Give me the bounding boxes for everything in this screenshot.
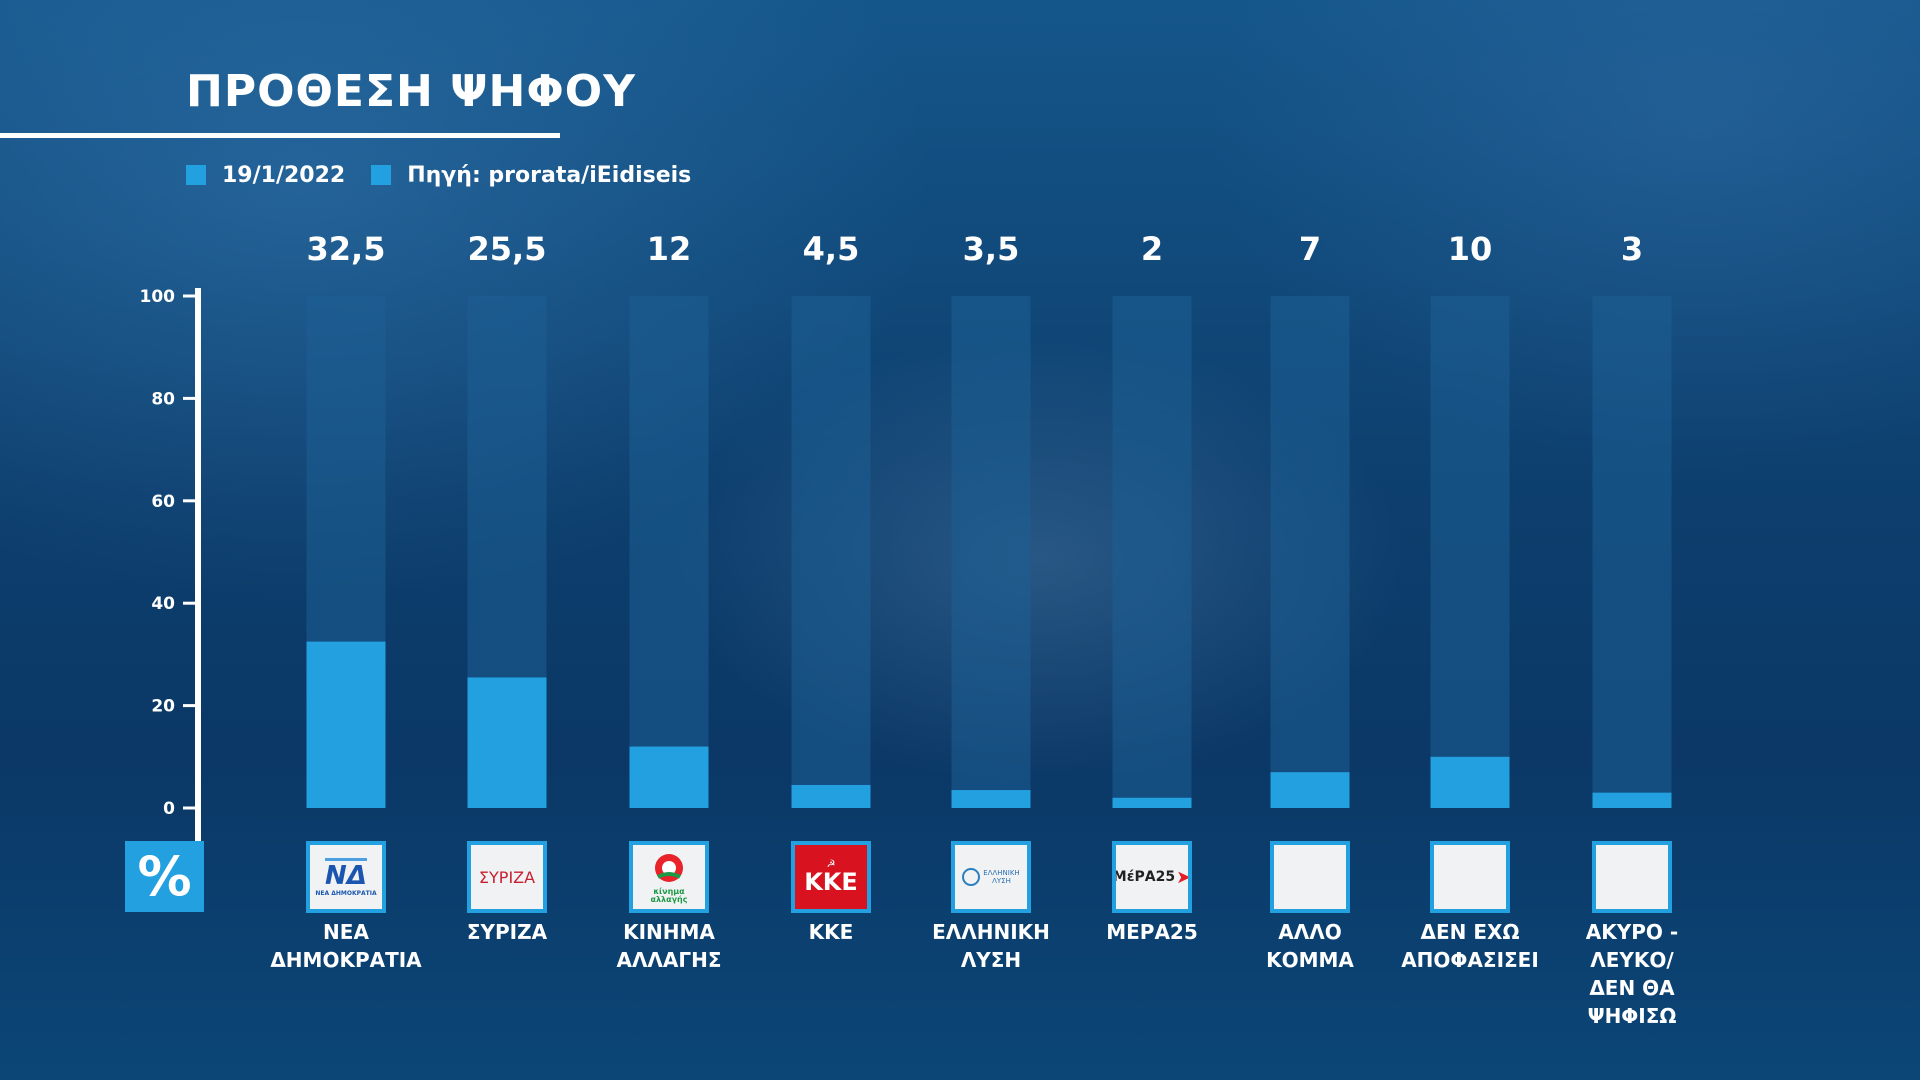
- party-label: ΑΚΥΡΟ - ΛΕΥΚΟ/ ΔΕΝ ΘΑ ΨΗΦΙΣΩ: [1585, 920, 1679, 1028]
- logo-placeholder: [1592, 841, 1672, 913]
- y-tick-label: 100: [140, 287, 176, 307]
- bar: [306, 641, 386, 808]
- hammer-sickle-icon: ☭: [826, 859, 836, 870]
- bar: [951, 790, 1031, 808]
- bar-track: [791, 296, 871, 808]
- kinima-logo-text: κίνημα αλλαγής: [650, 886, 688, 904]
- bar-value-label: 4,5: [803, 230, 860, 268]
- percent-unit-badge: %: [125, 841, 204, 912]
- kke-logo-icon: ☭ ΚΚΕ: [791, 841, 871, 913]
- elliniki-lysi-logo-icon: ΕΛΛΗΝΙΚΗ ΛΥΣΗ: [951, 841, 1031, 913]
- nd-logo-text: ΝΔ: [325, 857, 367, 889]
- legend-source-text: Πηγή: prorata/iEidiseis: [407, 162, 692, 188]
- logo-placeholder: [1270, 841, 1350, 913]
- chart-title: ΠΡΟΘΕΣΗ ΨΗΦΟΥ: [186, 66, 637, 117]
- bar: [791, 784, 871, 808]
- bar-value-label: 2: [1141, 230, 1163, 268]
- bar: [1430, 756, 1510, 808]
- legend-item-source: Πηγή: prorata/iEidiseis: [371, 163, 691, 188]
- party-label: ΣΥΡΙΖΑ: [466, 920, 548, 944]
- legend: 19/1/2022 Πηγή: prorata/iEidiseis: [186, 160, 717, 190]
- elliniki-lysi-logo-text: ΕΛΛΗΝΙΚΗ ΛΥΣΗ: [983, 869, 1020, 885]
- legend-swatch: [186, 165, 206, 185]
- y-tick-label: 80: [151, 389, 175, 409]
- y-tick-label: 40: [151, 594, 175, 614]
- party-label: ΑΛΛΟ ΚΟΜΜΑ: [1266, 920, 1354, 972]
- red-star-icon: ➤: [1176, 866, 1192, 888]
- bar-track: [629, 296, 709, 808]
- kinima-allagis-logo-icon: κίνημα αλλαγής: [629, 841, 709, 913]
- nea-dimokratia-logo-icon: ΝΔ ΝΕΑ ΔΗΜΟΚΡΑΤΙΑ: [306, 841, 386, 913]
- party-label: ΔΕΝ ΕΧΩ ΑΠΟΦΑΣΙΣΕΙ: [1401, 920, 1539, 972]
- bar-value-label: 12: [647, 230, 692, 268]
- bar-value-label: 10: [1448, 230, 1493, 268]
- bar: [1270, 772, 1350, 808]
- bar-value-label: 3,5: [963, 230, 1020, 268]
- bar-track: [1592, 296, 1672, 808]
- bar-track: [1270, 296, 1350, 808]
- y-tick-label: 0: [163, 799, 175, 819]
- legend-swatch: [371, 165, 392, 185]
- party-label: ΝΕΑ ΔΗΜΟΚΡΑΤΙΑ: [270, 920, 422, 972]
- bar-track: [951, 296, 1031, 808]
- mera25-logo-icon: ΜέΡΑ25 ➤: [1112, 841, 1192, 913]
- bar-value-label: 3: [1621, 230, 1643, 268]
- syriza-logo-icon: ΣΥΡΙΖΑ: [467, 841, 547, 913]
- y-tick-label: 60: [151, 492, 175, 512]
- legend-date-text: 19/1/2022: [222, 162, 346, 188]
- syriza-logo-text: ΣΥΡΙΖΑ: [478, 867, 536, 887]
- bar-track: [1430, 296, 1510, 808]
- mera25-logo-text: ΜέΡΑ25: [1112, 869, 1176, 885]
- logo-placeholder: [1430, 841, 1510, 913]
- legend-item-date: 19/1/2022: [186, 163, 345, 188]
- party-label: ΚΚΕ: [808, 920, 854, 944]
- bar: [1112, 797, 1192, 808]
- kke-logo-text: ΚΚΕ: [804, 868, 858, 896]
- party-label: ΜΕΡΑ25: [1106, 920, 1198, 944]
- bar: [467, 677, 547, 808]
- bar-value-label: 7: [1299, 230, 1321, 268]
- bar-track: [1112, 296, 1192, 808]
- bar: [629, 746, 709, 808]
- party-label: ΕΛΛΗΝΙΚΗ ΛΥΣΗ: [932, 920, 1050, 972]
- party-label: ΚΙΝΗΜΑ ΑΛΛΑΓΗΣ: [616, 920, 722, 972]
- rose-emblem-icon: [655, 853, 683, 882]
- bar: [1592, 792, 1672, 808]
- bar-value-label: 32,5: [307, 230, 386, 268]
- globe-emblem-icon: [961, 868, 980, 886]
- title-underline: [0, 133, 560, 138]
- bar-value-label: 25,5: [468, 230, 547, 268]
- nd-logo-subtext: ΝΕΑ ΔΗΜΟΚΡΑΤΙΑ: [315, 889, 377, 897]
- y-tick-label: 20: [151, 697, 175, 717]
